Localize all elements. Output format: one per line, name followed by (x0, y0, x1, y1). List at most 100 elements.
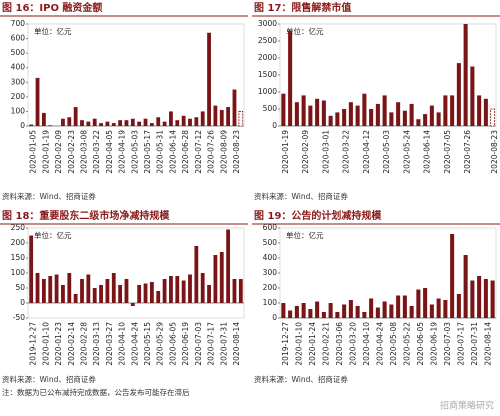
y-tick-label: 150 (11, 253, 26, 262)
bar (301, 95, 306, 126)
bar (477, 276, 482, 318)
bar (162, 121, 167, 126)
y-tick-label: 300 (11, 77, 26, 86)
bar (477, 95, 482, 126)
bar (389, 304, 394, 318)
bar (29, 235, 34, 303)
x-tick-label: 2020-02-14 (67, 322, 76, 366)
bar (429, 105, 434, 126)
bar (456, 294, 461, 318)
bar (111, 273, 116, 303)
bar (99, 123, 103, 126)
bar (92, 118, 97, 126)
bar (124, 279, 129, 303)
bar (409, 103, 414, 126)
x-tick-label: 2020-07-03 (443, 322, 452, 366)
bar (409, 306, 414, 318)
x-tick-label: 2020-01-23 (54, 322, 63, 366)
y-tick-label: 400 (11, 63, 26, 72)
x-tick-label: 2020-05-03 (382, 130, 391, 174)
bar (443, 95, 448, 126)
y-tick-label: 1000 (258, 87, 277, 96)
x-tick-label: 2020-05-24 (402, 130, 411, 174)
x-tick-label: 2020-02-09 (54, 130, 63, 174)
panel-title: 图 19：公告的计划减持规模 (254, 209, 382, 222)
x-tick-label: 2020-01-10 (41, 322, 50, 366)
bar (328, 115, 333, 126)
x-tick-label: 2020-07-17 (456, 322, 465, 366)
bar (463, 24, 468, 126)
bar (35, 77, 40, 126)
bar (143, 283, 148, 303)
bar (219, 252, 224, 303)
bar (213, 255, 218, 303)
bar (86, 274, 91, 303)
x-tick-label: 2020-01-05 (29, 130, 38, 174)
x-tick-label: 2020-03-27 (105, 322, 114, 366)
x-tick-label: 2020-03-22 (342, 130, 351, 174)
x-tick-label: 2020-05-08 (389, 322, 398, 366)
y-tick-label: 100 (11, 106, 26, 115)
y-tick-label: 0 (20, 298, 25, 307)
bar (194, 246, 199, 303)
x-tick-label: 2020-06-28 (181, 130, 190, 174)
bar (188, 118, 192, 126)
bar (456, 63, 461, 126)
y-tick-label: 2500 (258, 36, 277, 45)
y-tick-label: -50 (13, 313, 25, 322)
y-tick-label: 250 (11, 223, 26, 232)
bar (92, 288, 97, 303)
x-tick-label: 2020-05-03 (130, 130, 139, 174)
bar (118, 285, 123, 303)
bar (443, 300, 448, 318)
x-tick-label: 2020-07-26 (207, 130, 216, 174)
y-tick-label: 500 (263, 104, 278, 113)
bar (402, 110, 407, 126)
bar (294, 306, 299, 318)
bar (105, 279, 110, 303)
bar (335, 112, 340, 126)
y-tick-label: 2000 (258, 53, 277, 62)
bar (238, 279, 243, 303)
bar (48, 276, 53, 303)
bar (219, 109, 224, 126)
bar (232, 89, 237, 126)
x-tick-label: 2020-04-10 (118, 322, 127, 366)
bar (375, 307, 380, 318)
x-tick-label: 2020-01-19 (41, 130, 50, 174)
bar (436, 298, 441, 318)
bar (342, 304, 347, 318)
x-tick-label: 2020-01-24 (308, 322, 317, 366)
bar (29, 124, 34, 126)
y-tick-label: 700 (11, 19, 26, 28)
bar (35, 273, 40, 303)
bar (382, 95, 387, 126)
x-tick-label: 2020-04-19 (118, 130, 127, 174)
bar (67, 117, 72, 126)
y-tick-label: 600 (263, 223, 278, 232)
bar (328, 303, 333, 318)
bar (169, 276, 173, 303)
x-tick-label: 2020-03-22 (92, 130, 101, 174)
bar (389, 112, 394, 126)
bar (48, 125, 53, 126)
y-tick-label: 600 (11, 34, 26, 43)
bar (321, 100, 326, 126)
x-tick-label: 2020-08-23 (490, 130, 499, 174)
y-tick-label: 100 (263, 298, 278, 307)
y-tick-label: 3000 (258, 19, 277, 28)
panel-title: 图 17：限售解禁市值 (254, 1, 351, 14)
note: 注：数据为已公布减持完成数据，公告发布可能存在滞后 (2, 387, 190, 397)
plot-frame (27, 227, 245, 319)
bar (73, 107, 78, 126)
bar (80, 279, 84, 303)
bar (67, 273, 72, 303)
bar (470, 280, 475, 318)
x-tick-label: 2020-04-24 (375, 322, 384, 366)
source: 资料来源：Wind、招商证券 (2, 374, 96, 384)
bar (396, 295, 401, 318)
bar (188, 274, 192, 303)
bar (137, 121, 142, 126)
watermark: 招商策略研究 (440, 400, 494, 412)
